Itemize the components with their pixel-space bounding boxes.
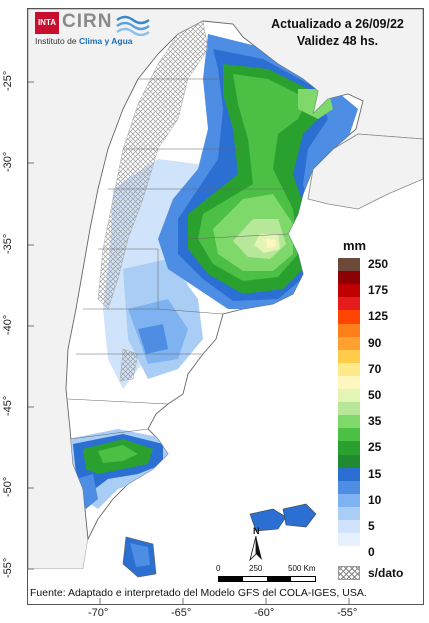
north-arrow-icon	[249, 536, 262, 562]
lat-tick: -30°	[2, 151, 14, 172]
logo-subtitle: Instituto de Clima y Agua	[35, 36, 133, 46]
legend-unit: mm	[343, 238, 367, 253]
graticule-ticks	[28, 81, 350, 604]
source-footer: Fuente: Adaptado e interpretado del Mode…	[30, 587, 367, 599]
inta-badge: INTA	[35, 12, 59, 34]
legend-swatch	[338, 506, 360, 521]
ocean	[28, 134, 423, 604]
map-frame	[27, 8, 424, 605]
nodata-south	[119, 348, 139, 382]
institute-logo: INTA CIRN Instituto de Clima y Agua	[35, 11, 155, 48]
legend-label: 0	[368, 545, 375, 560]
lon-tick: -60°	[254, 607, 275, 619]
legend-label: 250	[368, 257, 389, 271]
legend-swatch	[338, 546, 360, 560]
legend-swatch	[338, 415, 360, 429]
scale-bar	[218, 576, 316, 582]
malvinas-east	[282, 503, 317, 528]
legend-label: 15	[368, 466, 382, 481]
malvinas-west	[249, 508, 287, 532]
legend-swatch	[338, 402, 360, 416]
legend-label: 175	[368, 283, 389, 298]
nodata-label: s/dato	[368, 566, 404, 580]
legend-swatch	[338, 258, 360, 272]
legend-label: 50	[368, 388, 382, 402]
updated-date: Actualizado a 26/09/22	[271, 17, 404, 31]
lat-tick: -35°	[2, 233, 14, 254]
uruguay-brazil-land	[307, 133, 423, 210]
validity: Validez 48 hs.	[296, 34, 379, 48]
lat-tick: -25°	[2, 70, 14, 91]
lon-tick: -70°	[88, 607, 109, 619]
precipitation-map	[28, 9, 423, 604]
lat-tick: -50°	[2, 476, 14, 497]
cirn-wordmark: CIRN	[62, 11, 113, 32]
legend-label: 25	[368, 440, 382, 455]
legend-swatch	[338, 441, 360, 455]
scale-label: 0	[216, 564, 221, 573]
lat-tick: -40°	[2, 314, 14, 335]
legend-swatch	[338, 310, 360, 324]
legend-swatch	[338, 336, 360, 351]
legend-swatch	[338, 323, 360, 338]
legend-swatch	[338, 389, 360, 403]
legend-swatch	[338, 467, 360, 482]
nodata-andes	[97, 20, 209, 310]
nodata-swatch	[338, 566, 360, 580]
legend-label: 5	[368, 519, 375, 533]
provincial-boundaries	[67, 78, 289, 440]
legend-swatch	[338, 428, 360, 442]
lon-tick: -65°	[171, 607, 192, 619]
lat-tick: -45°	[2, 395, 14, 416]
legend-label: 125	[368, 309, 389, 324]
lon-tick: -55°	[337, 607, 358, 619]
waves-icon	[116, 15, 150, 36]
legend-swatch	[338, 493, 360, 508]
legend-swatch	[338, 533, 360, 547]
legend-swatch	[338, 297, 360, 311]
legend-label: 35	[368, 414, 382, 429]
legend-swatch	[338, 284, 360, 298]
north-label: N	[253, 526, 260, 536]
scale-label: 250	[249, 564, 263, 573]
legend-swatch	[338, 271, 360, 285]
legend-swatch	[338, 349, 360, 364]
legend-swatch	[338, 520, 360, 534]
legend-swatch	[338, 480, 360, 495]
legend-label: 10	[368, 492, 382, 507]
legend-swatch	[338, 454, 360, 469]
legend-label: 70	[368, 361, 382, 376]
scale-label: 500 Km	[288, 564, 316, 573]
map-header: Actualizado a 26/09/22 Validez 48 hs.	[255, 16, 420, 50]
lat-tick: -55°	[2, 557, 14, 578]
legend-swatch	[338, 362, 360, 377]
legend-label: 90	[368, 335, 382, 350]
legend-swatch	[338, 375, 360, 390]
